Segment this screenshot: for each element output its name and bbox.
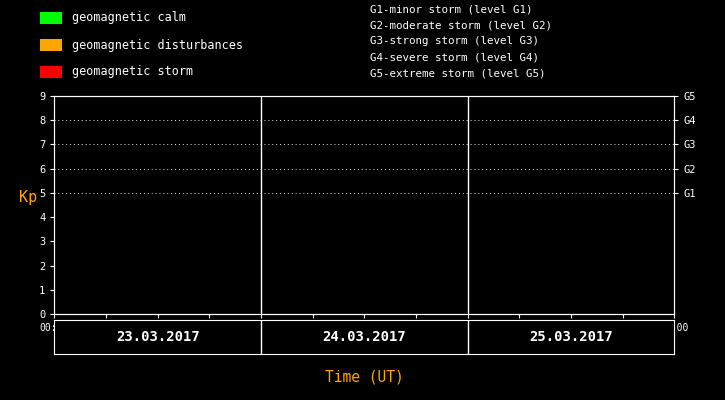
Text: Time (UT): Time (UT) [325,370,404,384]
Text: 23.03.2017: 23.03.2017 [116,330,199,344]
Text: 25.03.2017: 25.03.2017 [529,330,613,344]
Text: geomagnetic disturbances: geomagnetic disturbances [72,38,244,52]
Text: geomagnetic calm: geomagnetic calm [72,12,186,24]
Y-axis label: Kp: Kp [19,190,37,205]
Text: G3-strong storm (level G3): G3-strong storm (level G3) [370,36,539,46]
Text: G2-moderate storm (level G2): G2-moderate storm (level G2) [370,20,552,30]
Bar [40,12,62,24]
Bar [40,39,62,51]
Bar [40,66,62,78]
Text: G4-severe storm (level G4): G4-severe storm (level G4) [370,53,539,63]
Text: geomagnetic storm: geomagnetic storm [72,66,194,78]
Text: 24.03.2017: 24.03.2017 [323,330,406,344]
Text: G1-minor storm (level G1): G1-minor storm (level G1) [370,4,532,14]
Text: G5-extreme storm (level G5): G5-extreme storm (level G5) [370,69,545,79]
